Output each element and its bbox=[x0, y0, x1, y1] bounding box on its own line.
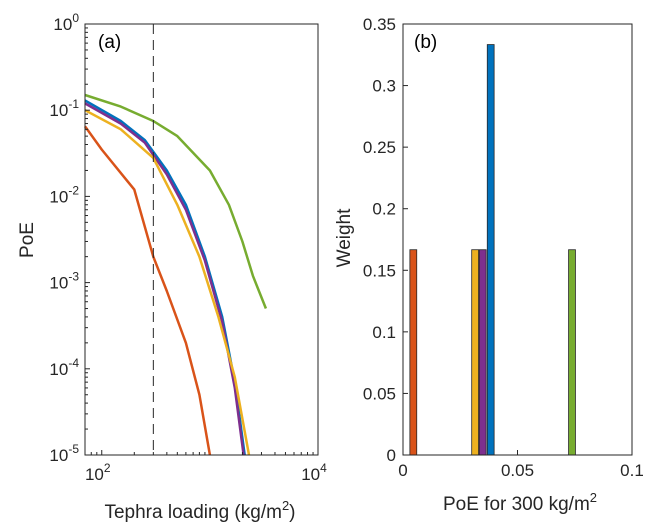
a-ytick-label: 10-4 bbox=[49, 356, 79, 379]
a-ytick-label: 10-1 bbox=[49, 97, 79, 120]
poe-curve-3 bbox=[84, 109, 251, 456]
panel-b-axes-box bbox=[402, 23, 633, 456]
panel-a: 100 10-1 10-2 10-3 10-4 10-5 102 104 (a) PoE Te… bbox=[17, 11, 327, 523]
b-xtick-label: 0 bbox=[398, 461, 407, 480]
a-xtick-label: 102 bbox=[85, 461, 111, 484]
panel-b-ticks: 0 0.05 0.1 0.15 0.2 0.25 0.3 0.35 0 0.05 0.1 bbox=[363, 15, 644, 480]
panel-a-label: (a) bbox=[98, 32, 121, 53]
b-xtick-label: 0.05 bbox=[501, 461, 534, 480]
b-ytick-label: 0 bbox=[387, 446, 396, 465]
panel-b-ylabel: Weight bbox=[334, 208, 355, 268]
weight-bar-2 bbox=[478, 249, 487, 456]
poe-curve-1 bbox=[84, 99, 246, 456]
panel-a-ylabel: PoE bbox=[17, 222, 38, 258]
panel-a-axes-box bbox=[84, 23, 319, 456]
b-ytick-label: 0.25 bbox=[363, 138, 396, 157]
panel-a-ticks: 100 10-1 10-2 10-3 10-4 10-5 102 104 bbox=[49, 11, 327, 484]
b-ytick-label: 0.1 bbox=[372, 323, 396, 342]
panel-a-lines bbox=[83, 93, 268, 456]
a-ytick-label: 10-2 bbox=[49, 183, 79, 206]
b-xtick-label: 0.1 bbox=[620, 461, 644, 480]
panel-b-xlabel: PoE for 300 kg/m2 bbox=[443, 490, 597, 515]
a-ytick-label: 10-5 bbox=[49, 442, 79, 465]
poe-curve-0 bbox=[84, 93, 268, 309]
b-ytick-label: 0.35 bbox=[363, 15, 396, 34]
panel-b: 0 0.05 0.1 0.15 0.2 0.25 0.3 0.35 0 0.05 0.1 (b) W… bbox=[334, 15, 644, 515]
panel-b-label: (b) bbox=[414, 32, 437, 53]
panel-b-bars bbox=[409, 44, 576, 456]
panel-a-xlabel: Tephra loading (kg/m2) bbox=[104, 498, 295, 523]
weight-bar-4 bbox=[568, 249, 576, 456]
a-ytick-label: 10-3 bbox=[49, 270, 79, 293]
a-ytick-label: 100 bbox=[53, 11, 79, 34]
a-xtick-label: 104 bbox=[301, 461, 327, 484]
b-ytick-label: 0.3 bbox=[372, 77, 396, 96]
poe-curve-4 bbox=[83, 125, 212, 456]
weight-bar-0 bbox=[409, 249, 418, 456]
b-ytick-label: 0.15 bbox=[363, 261, 396, 280]
weight-bar-1 bbox=[471, 249, 479, 456]
b-ytick-label: 0.2 bbox=[372, 200, 396, 219]
b-ytick-label: 0.05 bbox=[363, 384, 396, 403]
weight-bar-3 bbox=[486, 44, 495, 456]
poe-curve-2 bbox=[84, 102, 245, 456]
